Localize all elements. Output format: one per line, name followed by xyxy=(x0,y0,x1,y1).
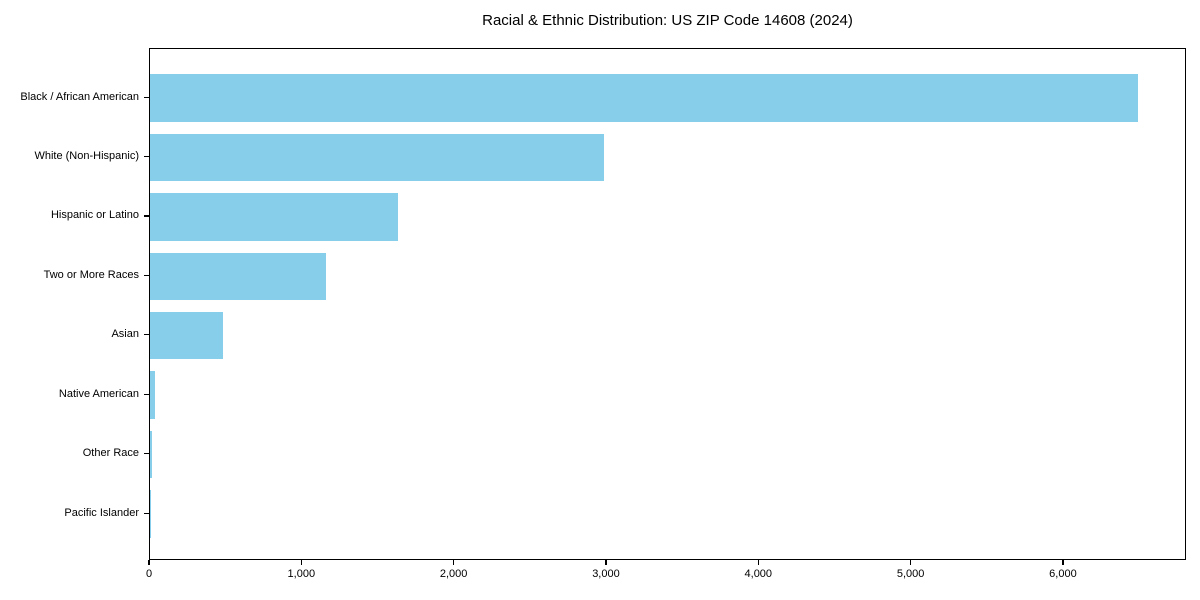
y-axis-tick xyxy=(144,334,149,336)
x-axis-tick xyxy=(148,560,150,565)
y-axis-tick xyxy=(144,512,149,514)
y-tick-label: Native American xyxy=(58,387,139,400)
bar xyxy=(150,430,153,479)
plot-area xyxy=(149,48,1186,560)
y-axis-tick xyxy=(144,453,149,455)
x-axis-tick xyxy=(605,560,607,565)
x-tick-label: 1,000 xyxy=(287,568,316,580)
x-tick-label: 3,000 xyxy=(592,568,620,580)
bar xyxy=(150,371,156,419)
x-tick-label: 4,000 xyxy=(744,568,773,580)
x-tick-label: 6,000 xyxy=(1049,568,1077,580)
x-axis-tick xyxy=(757,560,759,565)
x-tick-label: 2,000 xyxy=(439,568,468,580)
x-tick-label: 0 xyxy=(145,568,153,580)
y-tick-label: Asian xyxy=(111,328,139,341)
bar xyxy=(150,74,1138,122)
y-tick-label: Other Race xyxy=(82,447,139,460)
y-axis-tick xyxy=(144,274,149,276)
y-axis-tick xyxy=(144,155,149,158)
x-tick-label: 5,000 xyxy=(896,568,925,580)
y-tick-label: Two or More Races xyxy=(43,268,139,281)
y-tick-label: Hispanic or Latino xyxy=(50,209,139,222)
x-axis-tick xyxy=(910,560,912,565)
y-tick-label: Pacific Islander xyxy=(64,506,139,519)
y-tick-label: Black / African American xyxy=(20,90,139,103)
bar xyxy=(150,133,605,182)
bar xyxy=(150,311,223,360)
y-axis-tick xyxy=(144,96,149,98)
chart-title: Racial & Ethnic Distribution: US ZIP Cod… xyxy=(482,12,853,29)
y-axis-tick xyxy=(144,215,149,217)
y-tick-label: White (Non-Hispanic) xyxy=(34,149,139,162)
x-axis-tick xyxy=(1062,560,1064,565)
x-axis-tick xyxy=(453,560,455,565)
bar xyxy=(150,490,151,538)
y-axis-tick xyxy=(144,393,149,395)
x-axis-tick xyxy=(300,560,302,565)
bar xyxy=(150,252,327,301)
bar xyxy=(150,193,399,241)
